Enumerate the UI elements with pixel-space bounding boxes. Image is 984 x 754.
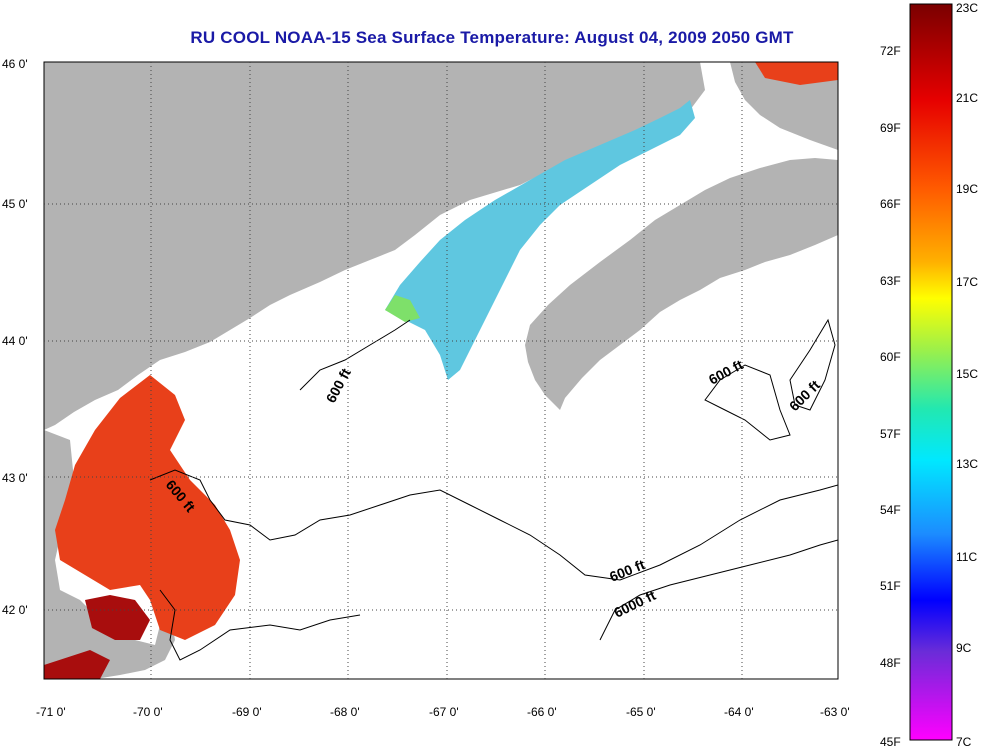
colorbar-f-label: 60F [880,350,901,364]
colorbar-c-label: 7C [956,735,972,749]
colorbar-f-label: 57F [880,427,901,441]
colorbar-f-label: 63F [880,274,901,288]
lon-label: -68 0' [330,705,360,719]
colorbar-f-label: 48F [880,656,901,670]
land-nova-scotia [525,158,838,410]
land-massachusetts [44,430,175,679]
lat-label: 45 0' [2,197,28,211]
bathymetry-contours [149,318,838,661]
colorbar-f-label: 54F [880,503,901,517]
lon-label: -66 0' [527,705,557,719]
sst-green-fringe [385,295,420,322]
land-mainland [44,62,705,430]
colorbar-c-label: 23C [956,1,978,15]
map-title: RU COOL NOAA-15 Sea Surface Temperature:… [190,28,794,47]
sst-hot-patch [85,595,150,640]
sst-warm-west [55,375,240,640]
sst-warm-ne [755,62,838,85]
lon-label: -67 0' [429,705,459,719]
lon-label: -64 0' [724,705,754,719]
colorbar-c-label: 15C [956,367,978,381]
colorbar-c-label: 21C [956,91,978,105]
colorbar-c-label: 19C [956,182,978,196]
colorbar-f-label: 51F [880,579,901,593]
lon-label: -63 0' [820,705,850,719]
lat-label: 43 0' [2,471,28,485]
lat-label: 44 0' [2,334,28,348]
colorbar-f-label: 72F [880,44,901,58]
colorbar-f-label: 45F [880,735,901,749]
colorbar-c-label: 13C [956,457,978,471]
lat-label: 42 0' [2,603,28,617]
colorbar [909,3,953,741]
colorbar-c-label: 11C [956,550,977,564]
colorbar-f-label: 69F [880,121,901,135]
colorbar-c-label: 9C [956,641,972,655]
map-frame [43,61,839,680]
lat-label: 46 0' [2,57,28,71]
sst-hot-corner [44,650,110,679]
lon-label: -70 0' [133,705,163,719]
graticule [44,62,838,679]
lon-label: -69 0' [232,705,262,719]
colorbar-c-label: 17C [956,275,978,289]
sst-cool-fundy [385,100,695,380]
lon-label: -65 0' [626,705,656,719]
lon-label: -71 0' [36,705,66,719]
colorbar-f-label: 66F [880,197,901,211]
land-new-brunswick [730,62,838,150]
